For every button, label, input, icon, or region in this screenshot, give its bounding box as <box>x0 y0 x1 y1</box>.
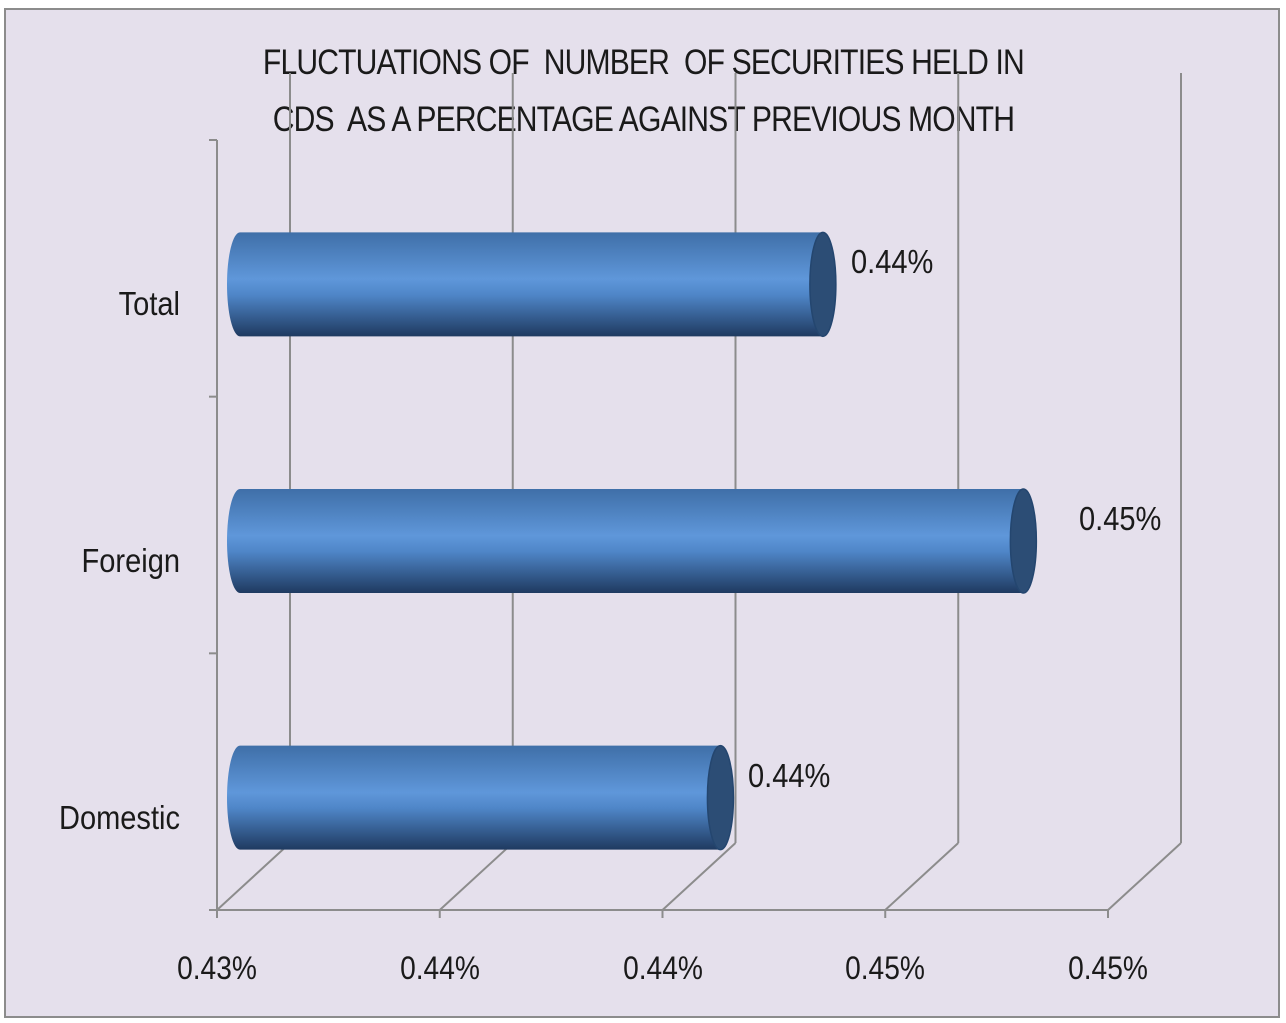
x-tick-label: 0.45% <box>1068 950 1148 986</box>
bars <box>227 231 1038 851</box>
x-tick-label: 0.44% <box>622 950 703 986</box>
floor-gridline <box>1107 842 1182 911</box>
floor-gridline <box>661 842 737 911</box>
chart-title: FLUCTUATIONS OF NUMBER OF SECURITIES HEL… <box>262 43 1025 139</box>
bar-end-cap <box>1009 488 1038 594</box>
data-label: 0.45% <box>1079 500 1162 537</box>
bar-foreign <box>227 489 1037 593</box>
data-label: 0.44% <box>748 756 831 794</box>
floor-gridline <box>884 842 959 911</box>
floor-gridline <box>439 842 514 911</box>
category-label: Domestic <box>58 798 180 836</box>
floor-gridline <box>216 842 291 911</box>
category-label: Total <box>118 285 180 323</box>
bar-end-cap <box>706 744 735 851</box>
data-label: 0.44% <box>850 243 934 281</box>
gridlines <box>216 73 1182 911</box>
bar-end-cap <box>809 231 837 338</box>
x-tick-label: 0.45% <box>845 950 926 986</box>
bar-total <box>227 232 836 337</box>
x-tick-label: 0.43% <box>177 950 257 986</box>
x-tick-label: 0.44% <box>399 950 480 986</box>
bar-domestic <box>227 745 734 850</box>
category-label: Foreign <box>81 542 180 579</box>
axes <box>209 139 1109 918</box>
